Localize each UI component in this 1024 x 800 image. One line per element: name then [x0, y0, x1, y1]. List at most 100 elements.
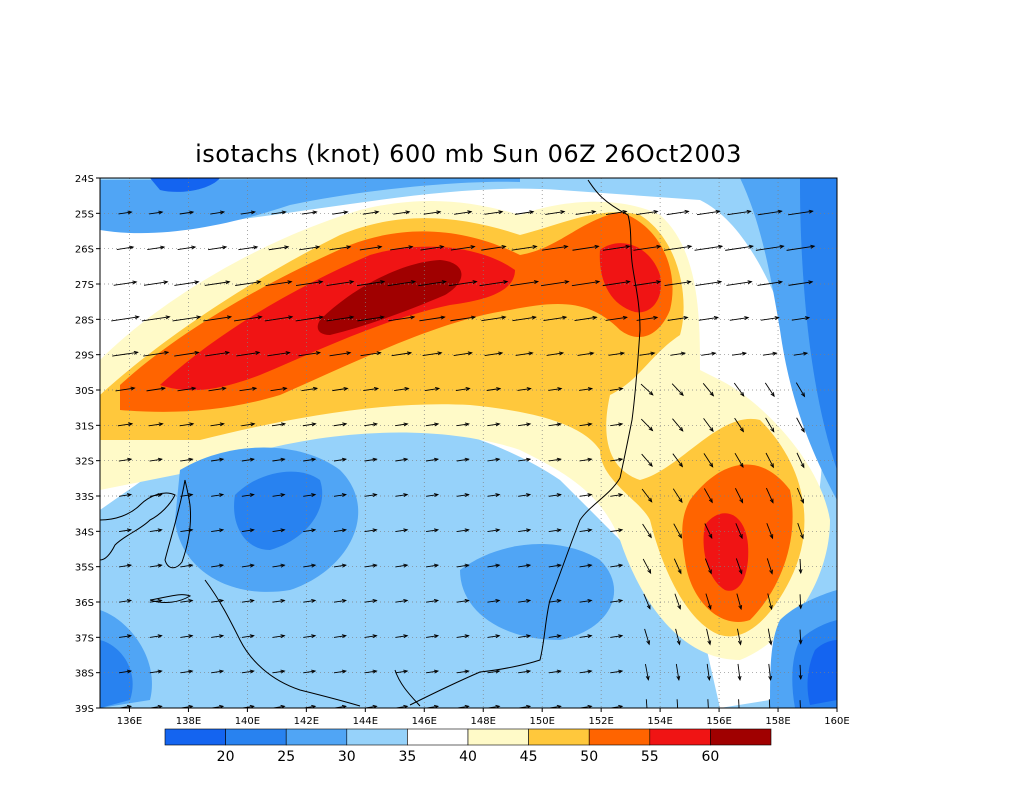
wind-arrow	[703, 488, 713, 503]
colorbar-swatch	[649, 728, 711, 746]
wind-arrow	[211, 670, 224, 674]
wind-arrow	[767, 628, 772, 645]
wind-arrow-head	[709, 462, 714, 468]
wind-arrow-head	[433, 634, 440, 639]
wind-arrow	[676, 699, 679, 708]
wind-arrow	[395, 494, 408, 497]
wind-arrow	[301, 211, 317, 215]
wind-arrow	[755, 245, 784, 251]
wind-arrow-head	[403, 634, 409, 639]
wind-arrow	[666, 210, 689, 216]
wind-arrow	[363, 387, 379, 392]
wind-arrow-head	[798, 569, 803, 575]
wind-arrow	[425, 564, 439, 568]
wind-arrow-head	[346, 351, 352, 356]
wind-arrow-head	[529, 210, 535, 215]
wind-arrow	[267, 352, 290, 357]
wind-arrow	[663, 245, 692, 251]
wind-arrow	[265, 281, 292, 286]
lat-label: 39S	[75, 704, 94, 715]
wind-arrow-head	[126, 528, 133, 533]
wind-arrow	[672, 488, 683, 503]
wind-arrow-head	[311, 598, 317, 603]
wind-arrow-head	[219, 493, 225, 497]
wind-arrow	[762, 352, 777, 356]
wind-arrow	[517, 388, 531, 391]
wind-arrow	[672, 453, 683, 467]
wind-arrow-head	[188, 669, 194, 674]
colorbar-label: 60	[701, 749, 719, 765]
wind-arrow	[736, 593, 742, 610]
wind-arrow-head	[219, 457, 225, 462]
wind-arrow-head	[495, 563, 501, 568]
wind-arrow-head	[589, 351, 595, 356]
wind-arrow	[706, 663, 710, 680]
wind-arrow	[393, 211, 410, 215]
wind-arrow	[299, 246, 320, 251]
wind-arrow	[641, 453, 653, 467]
wind-arrow-head	[341, 634, 347, 639]
plot-frame	[99, 177, 838, 709]
wind-arrow	[765, 417, 775, 432]
wind-arrow-head	[646, 711, 649, 715]
colorbar-swatch	[710, 728, 772, 746]
wind-arrow-head	[433, 457, 440, 462]
wind-arrow-head	[646, 604, 651, 610]
wind-arrow-head	[407, 351, 413, 356]
wind-arrow-head	[372, 598, 378, 603]
wind-arrow	[395, 458, 408, 462]
wind-arrow	[422, 352, 442, 357]
wind-arrow	[518, 529, 531, 533]
wind-arrow	[487, 529, 500, 533]
wind-arrow-head	[464, 457, 470, 462]
wind-arrow-head	[342, 422, 348, 427]
wind-arrow-head	[191, 386, 197, 391]
wind-arrow-head	[134, 315, 140, 320]
wind-arrow	[450, 316, 476, 322]
wind-arrow	[545, 211, 565, 215]
wind-arrow	[205, 351, 229, 357]
wind-arrow-head	[189, 210, 195, 215]
wind-arrow-head	[219, 634, 225, 639]
wind-arrow-head	[618, 598, 624, 603]
wind-arrow	[271, 423, 286, 427]
wind-arrow-head	[622, 315, 628, 320]
wind-arrow	[664, 281, 691, 287]
wind-arrow-head	[318, 280, 324, 285]
lat-label: 27S	[75, 280, 94, 291]
wind-arrow	[707, 699, 709, 708]
wind-arrow-head	[281, 210, 287, 215]
wind-arrow-head	[249, 528, 255, 533]
wind-arrow-head	[526, 634, 532, 639]
wind-arrow-head	[126, 563, 133, 568]
wind-arrow-head	[684, 209, 690, 214]
wind-arrow-head	[465, 387, 471, 391]
wind-arrow-head	[677, 569, 682, 575]
wind-arrow-head	[372, 634, 378, 639]
wind-arrow-head	[157, 634, 163, 639]
wind-arrow	[456, 564, 469, 568]
wind-arrow	[641, 488, 653, 503]
wind-arrow	[548, 423, 561, 427]
wind-arrow-head	[618, 669, 624, 674]
wind-arrow-head	[410, 315, 416, 320]
wind-arrow-head	[678, 426, 684, 432]
wind-arrow	[487, 635, 500, 638]
wind-arrow-head	[653, 315, 659, 320]
wind-arrow	[303, 599, 316, 603]
wind-arrow-head	[556, 422, 562, 427]
wind-arrow-head	[249, 563, 255, 568]
wind-arrow	[610, 670, 623, 674]
wind-arrow	[571, 281, 600, 287]
wind-arrow	[602, 245, 630, 251]
colorbar-swatch	[164, 728, 226, 746]
colorbar-swatch	[225, 728, 287, 746]
wind-arrow-head	[219, 528, 225, 533]
wind-arrow-head	[739, 498, 744, 504]
wind-arrow-head	[219, 669, 225, 674]
wind-arrow	[332, 211, 348, 215]
wind-arrow	[706, 628, 711, 645]
wind-arrow	[241, 599, 254, 603]
lon-label: 140E	[235, 716, 260, 727]
wind-arrow-head	[618, 563, 624, 568]
